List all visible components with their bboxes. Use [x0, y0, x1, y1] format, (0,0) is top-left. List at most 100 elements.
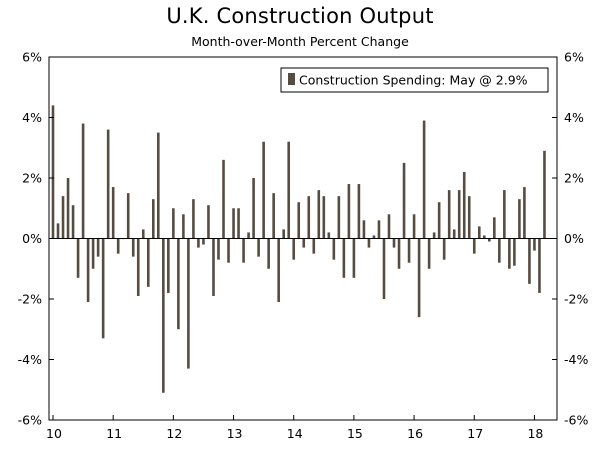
bar: [167, 238, 170, 293]
bar: [482, 235, 486, 239]
bar: [543, 150, 546, 239]
y-tick-label-left: -2%: [18, 292, 42, 307]
legend-swatch: [288, 73, 295, 85]
bar: [56, 223, 60, 239]
bar: [136, 238, 140, 296]
bar: [207, 205, 210, 239]
bar: [182, 214, 185, 239]
bar: [417, 238, 421, 318]
bar: [146, 238, 150, 287]
bar: [422, 120, 426, 239]
bar: [327, 232, 331, 239]
bar: [377, 220, 381, 239]
y-tick-label-left: 6%: [22, 50, 42, 65]
bar: [192, 199, 195, 239]
bar: [116, 238, 120, 254]
bar: [257, 238, 260, 257]
bar: [111, 187, 115, 239]
x-tick-label: 13: [227, 426, 243, 441]
x-tick-label: 16: [407, 426, 423, 441]
bar: [457, 190, 461, 239]
bar: [372, 235, 376, 239]
bar: [172, 208, 175, 239]
bar: [477, 226, 481, 239]
bars-group: [51, 105, 546, 393]
bar: [237, 208, 240, 239]
y-tick-label-left: -4%: [18, 352, 42, 367]
bar: [66, 178, 70, 239]
bar: [382, 238, 386, 299]
bar: [488, 238, 491, 242]
bar: [227, 238, 230, 263]
bar: [292, 238, 296, 260]
bar: [197, 238, 200, 248]
bar: [267, 238, 270, 269]
bar: [162, 238, 165, 393]
bar: [317, 190, 321, 239]
bar: [242, 238, 245, 263]
bar: [262, 141, 265, 239]
bar: [523, 187, 526, 239]
bar: [508, 238, 511, 269]
bar: [513, 238, 516, 266]
bar: [106, 129, 110, 239]
x-tick-label: 11: [106, 426, 122, 441]
bar: [96, 238, 100, 257]
bar: [91, 238, 95, 269]
bar: [447, 190, 451, 239]
bar: [538, 238, 541, 293]
bar: [437, 202, 441, 239]
bar: [503, 190, 506, 239]
bar: [101, 238, 105, 339]
bar: [287, 141, 290, 239]
bar: [212, 238, 215, 296]
bar: [357, 184, 361, 239]
y-tick-label-right: -2%: [564, 292, 588, 307]
x-tick-label: 18: [527, 426, 543, 441]
y-tick-label-right: -4%: [564, 352, 588, 367]
bar: [467, 196, 471, 239]
bar: [472, 238, 476, 254]
bar: [252, 178, 255, 239]
bar: [452, 229, 456, 239]
bar: [177, 238, 180, 330]
y-tick-label-right: 2%: [564, 171, 584, 186]
legend-box: [280, 67, 549, 93]
bar: [247, 232, 250, 239]
y-tick-label-right: 4%: [564, 110, 584, 125]
bar: [387, 214, 391, 239]
bar: [277, 238, 280, 303]
bar: [76, 238, 80, 278]
chart-subtitle: Month-over-Month Percent Change: [191, 34, 409, 49]
bar: [397, 238, 401, 269]
x-tick-label: 12: [166, 426, 182, 441]
y-tick-label-left: -6%: [18, 413, 42, 428]
bar: [282, 229, 285, 239]
bar: [332, 238, 336, 260]
bar: [407, 238, 411, 263]
y-tick-label-left: 4%: [22, 110, 42, 125]
bar: [81, 123, 85, 239]
bar: [152, 199, 155, 239]
x-tick-label: 17: [467, 426, 483, 441]
bar: [61, 196, 65, 239]
bar: [217, 238, 220, 260]
bar: [202, 238, 205, 245]
bar: [86, 238, 90, 303]
y-tick-label-right: -6%: [564, 413, 588, 428]
bar: [432, 232, 436, 239]
bar: [187, 238, 190, 369]
bar: [232, 208, 235, 239]
bar: [51, 105, 55, 239]
bar: [337, 196, 341, 239]
bar: [427, 238, 431, 269]
bar: [307, 196, 311, 239]
bar: [362, 220, 366, 239]
bar: [347, 184, 351, 239]
bar: [302, 238, 306, 248]
bar: [126, 193, 130, 239]
bar: [498, 238, 501, 263]
bar: [131, 238, 135, 257]
bar: [141, 229, 145, 239]
